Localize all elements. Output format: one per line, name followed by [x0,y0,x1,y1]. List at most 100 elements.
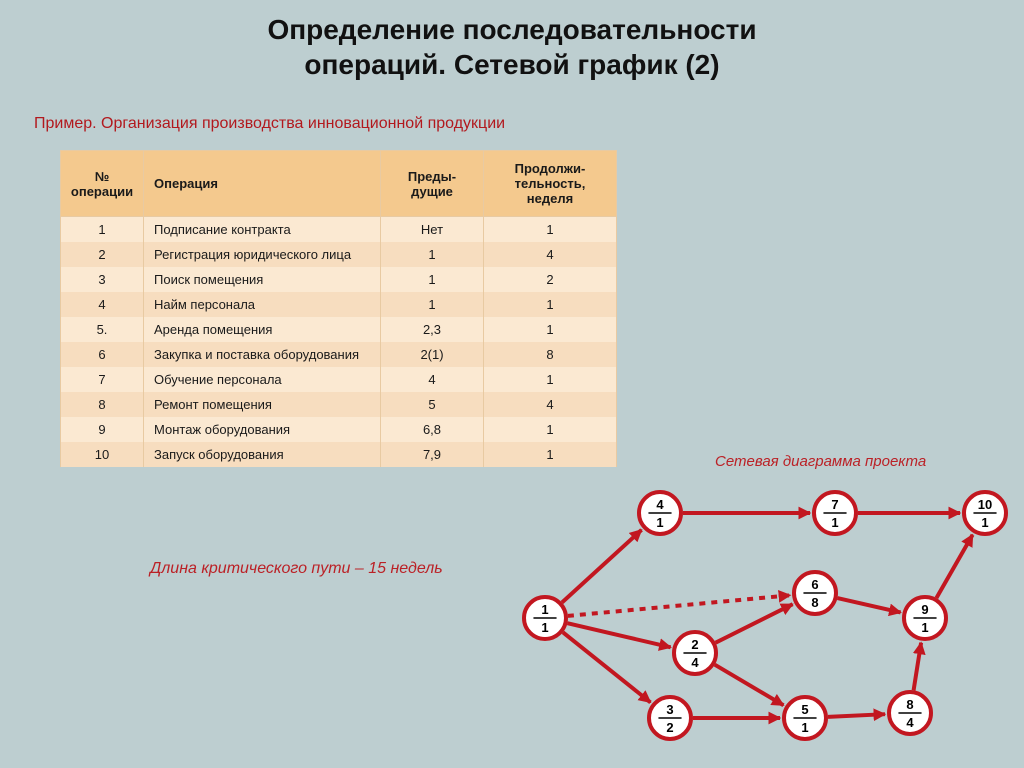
table-row: 3Поиск помещения12 [61,267,617,292]
cell-pre: 1 [381,267,484,292]
cell-op: Запуск оборудования [144,442,381,467]
table-row: 2Регистрация юридического лица14 [61,242,617,267]
title-line2: операций. Сетевой график (2) [304,49,719,80]
cell-dur: 1 [484,292,617,317]
edge-1-3 [563,632,651,702]
node-top-label: 6 [811,577,818,592]
edge-9-10 [936,535,972,598]
node-top-label: 5 [801,702,808,717]
node-7: 71 [814,492,856,534]
cell-num: 6 [61,342,144,367]
node-4: 41 [639,492,681,534]
cell-dur: 2 [484,267,617,292]
node-8: 84 [889,692,931,734]
cell-pre: Нет [381,217,484,243]
cell-num: 10 [61,442,144,467]
edge-5-8 [828,714,885,717]
node-top-label: 7 [831,497,838,512]
cell-dur: 1 [484,442,617,467]
node-bottom-label: 2 [666,720,673,735]
table-row: 7Обучение персонала41 [61,367,617,392]
table-header-row: № операции Операция Преды-дущие Продолжи… [61,151,617,217]
node-bottom-label: 1 [656,515,663,530]
cell-op: Регистрация юридического лица [144,242,381,267]
table-row: 10Запуск оборудования7,91 [61,442,617,467]
node-bottom-label: 1 [541,620,548,635]
node-bottom-label: 4 [906,715,914,730]
node-10: 101 [964,492,1006,534]
node-top-label: 2 [691,637,698,652]
node-1: 11 [524,597,566,639]
table-row: 6Закупка и поставка оборудования2(1)8 [61,342,617,367]
cell-num: 8 [61,392,144,417]
node-3: 32 [649,697,691,739]
cell-num: 2 [61,242,144,267]
node-top-label: 3 [666,702,673,717]
edge-1-4 [562,530,642,603]
cell-op: Монтаж оборудования [144,417,381,442]
cell-dur: 1 [484,217,617,243]
cell-dur: 1 [484,367,617,392]
col-header-pre: Преды-дущие [381,151,484,217]
cell-op: Аренда помещения [144,317,381,342]
node-top-label: 9 [921,602,928,617]
cell-dur: 4 [484,242,617,267]
table-row: 4Найм персонала11 [61,292,617,317]
edge-2-6 [716,604,793,643]
edge-1-2 [567,623,670,647]
diagram-label: Сетевая диаграмма проекта [715,453,926,470]
cell-pre: 4 [381,367,484,392]
cell-pre: 2,3 [381,317,484,342]
slide: Определение последовательности операций.… [0,0,1024,768]
cell-op: Ремонт помещения [144,392,381,417]
cell-op: Найм персонала [144,292,381,317]
node-bottom-label: 1 [921,620,928,635]
cell-op: Поиск помещения [144,267,381,292]
cell-dur: 8 [484,342,617,367]
cell-dur: 4 [484,392,617,417]
edge-2-5 [715,665,784,706]
node-bottom-label: 4 [691,655,699,670]
cell-pre: 1 [381,292,484,317]
cell-pre: 2(1) [381,342,484,367]
cell-pre: 6,8 [381,417,484,442]
table-row: 1Подписание контрактаНет1 [61,217,617,243]
col-header-op: Операция [144,151,381,217]
node-top-label: 4 [656,497,664,512]
network-diagram: 114124327168511019184 [515,478,1024,768]
cell-num: 7 [61,367,144,392]
cell-pre: 5 [381,392,484,417]
cell-pre: 7,9 [381,442,484,467]
node-top-label: 8 [906,697,913,712]
node-top-label: 1 [541,602,548,617]
table-row: 9Монтаж оборудования6,81 [61,417,617,442]
slide-subtitle: Пример. Организация производства инновац… [34,115,505,133]
col-header-dur: Продолжи-тельность, неделя [484,151,617,217]
cell-num: 5. [61,317,144,342]
cell-num: 4 [61,292,144,317]
edge-8-9 [914,643,922,691]
cell-op: Закупка и поставка оборудования [144,342,381,367]
node-6: 68 [794,572,836,614]
cell-num: 1 [61,217,144,243]
table-row: 5.Аренда помещения2,31 [61,317,617,342]
table-row: 8Ремонт помещения54 [61,392,617,417]
critical-path-label: Длина критического пути – 15 недель [150,560,443,578]
operations-table: № операции Операция Преды-дущие Продолжи… [60,150,560,467]
cell-op: Обучение персонала [144,367,381,392]
node-bottom-label: 8 [811,595,818,610]
cell-num: 9 [61,417,144,442]
cell-pre: 1 [381,242,484,267]
edge-1-6 [568,595,790,616]
node-bottom-label: 1 [831,515,838,530]
title-line1: Определение последовательности [267,14,756,45]
cell-dur: 1 [484,417,617,442]
cell-num: 3 [61,267,144,292]
node-2: 24 [674,632,716,674]
node-bottom-label: 1 [981,515,988,530]
node-top-label: 10 [978,497,992,512]
cell-op: Подписание контракта [144,217,381,243]
node-bottom-label: 1 [801,720,808,735]
slide-title: Определение последовательности операций.… [0,12,1024,82]
cell-dur: 1 [484,317,617,342]
